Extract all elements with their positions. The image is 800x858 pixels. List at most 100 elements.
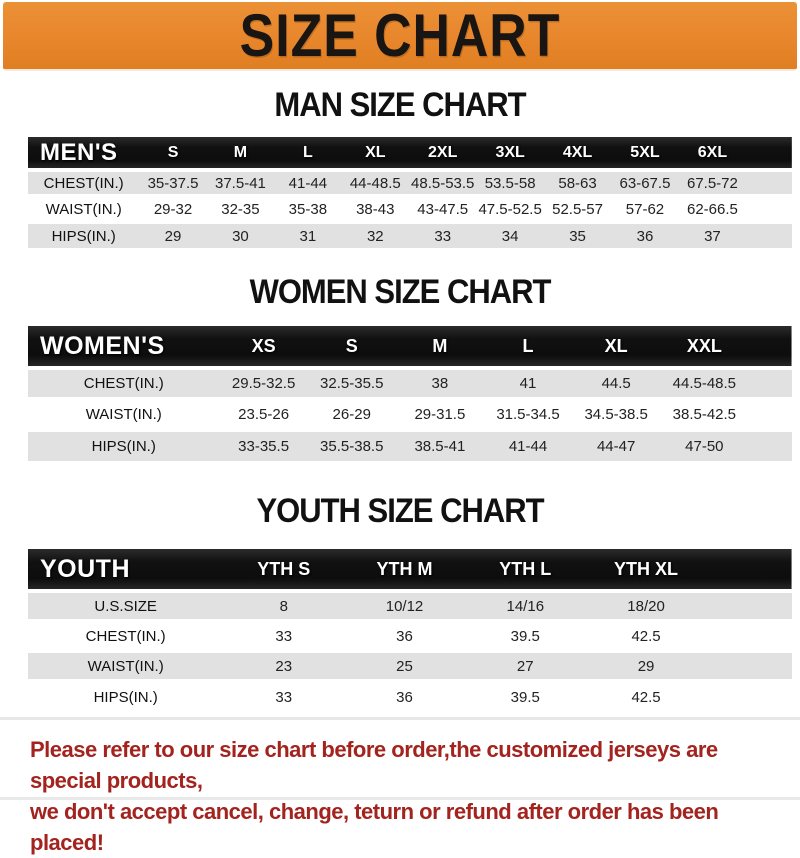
row-filler [748,366,792,399]
size-cell: 44-48.5 [341,168,409,196]
size-cell: 35.5-38.5 [307,428,396,461]
youth-section-heading: YOUTH SIZE CHART [0,491,800,530]
size-column-header: 3XL [495,143,525,161]
size-column-header: S [345,335,358,356]
row-filler [706,679,792,711]
size-cell: 37 [678,220,747,248]
size-column-header: 2XL [428,143,458,161]
size-cell: 35 [543,220,612,248]
size-cell: 57-62 [611,194,679,222]
size-cell: 23.5-26 [219,397,308,430]
row-filler [748,397,792,430]
table-row: WAIST(IN.) 29-32 32-35 35-38 38-43 43-47.5 47.… [28,194,792,222]
row-label: HIPS(IN.) [28,679,224,711]
size-cell: 31 [274,220,342,248]
size-cell: 67.5-72 [678,168,747,196]
youth-table-header-row: YOUTH YTH S YTH M YTH L YTH XL [28,549,792,591]
size-column-header: XL [365,143,386,161]
size-cell: 38.5-42.5 [660,397,749,430]
size-cell: 38-43 [341,194,409,222]
table-bottom-divider [0,717,800,720]
table-row: CHEST(IN.) 33 36 39.5 42.5 [28,619,792,651]
table-corner-label: MEN'S [40,138,118,166]
size-cell: 18/20 [585,589,707,621]
row-label: U.S.SIZE [28,589,224,621]
table-row: HIPS(IN.) 33 36 39.5 42.5 [28,679,792,711]
size-cell: 33 [223,679,345,711]
size-cell: 33 [409,220,477,248]
mens-table-header-row: MEN'S S M L XL 2XL 3XL 4XL 5XL 6XL [28,137,792,170]
size-column-header: S [167,143,179,161]
table-corner-label: WOMEN'S [40,331,165,360]
row-filler [706,619,792,651]
size-chart-banner: SIZE CHART [3,2,797,71]
table-row: CHEST(IN.) 29.5-32.5 32.5-35.5 38 41 44.5 44.5… [28,366,792,399]
size-cell: 42.5 [585,619,707,651]
row-label: WAIST(IN.) [28,397,220,430]
size-cell: 53.5-58 [476,168,544,196]
footer-notice-line1: Please refer to our size chart before or… [30,737,718,793]
size-cell: 41-44 [483,428,573,461]
size-cell: 41-44 [274,168,342,196]
size-cell: 38.5-41 [395,428,484,461]
size-column-header: 4XL [562,143,593,161]
size-cell: 52.5-57 [543,194,612,222]
row-filler [746,220,792,248]
footer-notice: Please refer to our size chart before or… [30,734,780,858]
table-row: HIPS(IN.) 33-35.5 35.5-38.5 38.5-41 41-44 44-… [28,428,792,461]
size-column-header: YTH S [257,558,311,579]
size-cell: 33 [223,619,345,651]
size-cell: 29-31.5 [395,397,484,430]
size-cell: 35-38 [274,194,342,222]
row-label: CHEST(IN.) [28,168,140,196]
size-cell: 26-29 [307,397,396,430]
row-filler [748,428,792,461]
row-filler [706,589,792,621]
row-filler [746,194,792,222]
size-column-header: YTH XL [614,558,679,579]
size-cell: 36 [344,619,465,651]
table-row: HIPS(IN.) 29 30 31 32 33 34 35 36 37 [28,220,792,248]
size-cell: 31.5-34.5 [483,397,573,430]
size-cell: 38 [395,366,484,399]
table-row: WAIST(IN.) 23.5-26 26-29 29-31.5 31.5-34.5 34… [28,397,792,430]
womens-size-table: WOMEN'S XS S M L XL XXL CHEST(IN.) 29.5-32.5 32.… [28,326,792,461]
size-column-header: YTH M [376,558,433,579]
size-cell: 14/16 [464,589,586,621]
size-cell: 34.5-38.5 [572,397,661,430]
size-column-header: L [522,335,534,356]
size-cell: 35-37.5 [139,168,207,196]
size-column-header: M [233,143,248,161]
size-cell: 47-50 [660,428,749,461]
mens-size-table: MEN'S S M L XL 2XL 3XL 4XL 5XL 6XL CHEST(IN.) 35-3… [28,137,792,248]
row-filler [746,168,792,196]
size-cell: 29 [139,220,207,248]
size-cell: 34 [476,220,544,248]
size-cell: 33-35.5 [219,428,308,461]
bottom-edge-strip [0,797,800,800]
youth-section-heading-text: YOUTH SIZE CHART [256,491,544,530]
size-column-header: YTH L [499,558,552,579]
size-cell: 62-66.5 [678,194,747,222]
size-column-header: M [432,335,448,356]
size-cell: 25 [344,649,465,681]
size-column-header: 5XL [630,143,660,161]
row-label: HIPS(IN.) [28,428,220,461]
table-corner-label: YOUTH [40,554,130,583]
size-cell: 41 [483,366,573,399]
size-cell: 23 [223,649,345,681]
size-cell: 29 [585,649,707,681]
table-row: WAIST(IN.) 23 25 27 29 [28,649,792,681]
size-cell: 32 [341,220,409,248]
size-column-header: XS [251,335,276,356]
row-label: CHEST(IN.) [28,366,220,399]
size-cell: 8 [223,589,345,621]
youth-size-table: YOUTH YTH S YTH M YTH L YTH XL U.S.SIZE 8 10/1… [28,549,792,711]
table-row: U.S.SIZE 8 10/12 14/16 18/20 [28,589,792,621]
size-column-header: L [302,143,313,161]
man-section-heading: MAN SIZE CHART [0,85,800,124]
size-cell: 29.5-32.5 [219,366,308,399]
footer-notice-line2: we don't accept cancel, change, teturn o… [30,799,719,855]
row-label: HIPS(IN.) [28,220,140,248]
size-cell: 32.5-35.5 [307,366,396,399]
